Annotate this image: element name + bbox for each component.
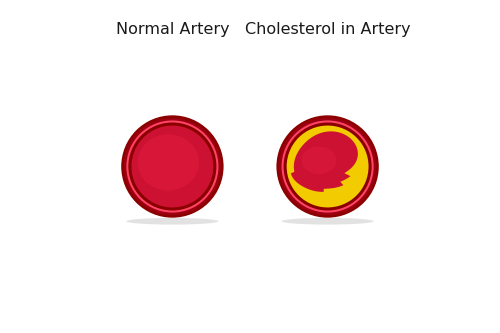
Text: Cholesterol in Artery: Cholesterol in Artery xyxy=(245,22,410,37)
Polygon shape xyxy=(291,132,358,192)
Ellipse shape xyxy=(302,147,336,174)
Ellipse shape xyxy=(282,218,374,224)
Ellipse shape xyxy=(138,134,199,190)
Circle shape xyxy=(128,123,216,210)
Ellipse shape xyxy=(126,218,218,224)
Circle shape xyxy=(276,115,379,218)
Circle shape xyxy=(132,126,214,207)
Circle shape xyxy=(126,121,218,212)
Circle shape xyxy=(124,118,221,215)
Circle shape xyxy=(284,123,372,210)
Circle shape xyxy=(121,115,224,218)
Circle shape xyxy=(282,121,374,212)
Text: Normal Artery: Normal Artery xyxy=(116,22,229,37)
Circle shape xyxy=(286,126,368,207)
Circle shape xyxy=(279,118,376,215)
